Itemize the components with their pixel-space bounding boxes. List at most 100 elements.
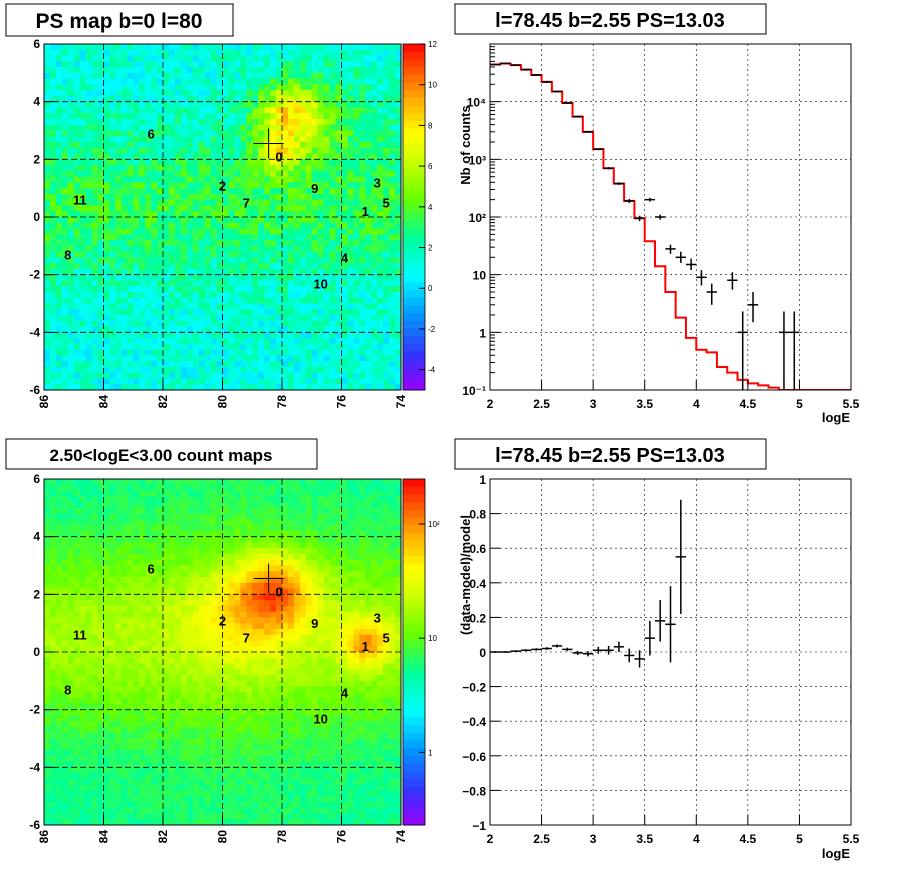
heatmap-cell (264, 44, 271, 51)
heatmap-cell (115, 211, 122, 218)
heatmap-cell (73, 496, 81, 503)
heatmap-cell (157, 107, 164, 114)
heatmap-cell (305, 366, 313, 374)
heatmap-cell (91, 525, 98, 532)
heatmap-cell (359, 113, 366, 120)
heatmap-cell (359, 496, 366, 503)
heatmap-cell (121, 507, 128, 514)
heatmap-cell (246, 205, 253, 212)
heatmap-cell (139, 326, 146, 333)
heatmap-cell (186, 582, 194, 589)
heatmap-cell (305, 211, 313, 218)
heatmap-cell (276, 286, 283, 293)
heatmap-cell (287, 309, 295, 316)
heatmap-cell (299, 361, 307, 368)
heatmap-cell (240, 170, 247, 178)
heatmap-cell (157, 228, 164, 235)
heatmap-cell (180, 355, 188, 362)
heatmap-cell (204, 55, 211, 62)
heatmap-cell (85, 513, 92, 520)
heatmap-cell (192, 193, 200, 201)
heatmap-cell (198, 571, 206, 578)
source-label-11: 11 (73, 193, 87, 208)
heatmap-cell (270, 320, 277, 327)
heatmap-cell (145, 95, 152, 103)
heatmap-cell (234, 240, 241, 247)
heatmap-cell (79, 107, 87, 114)
heatmap-cell (67, 268, 75, 276)
heatmap-cell (67, 234, 75, 241)
heatmap-cell (91, 118, 98, 126)
heatmap-cell (317, 44, 325, 51)
heatmap-cell (121, 193, 128, 201)
heatmap-cell (85, 222, 92, 229)
heatmap-cell (353, 113, 360, 120)
heatmap-cell (44, 49, 51, 56)
heatmap-cell (145, 502, 152, 509)
heatmap-cell (192, 165, 200, 172)
heatmap-cell (270, 113, 277, 120)
heatmap-cell (276, 268, 283, 276)
heatmap-cell (264, 263, 271, 270)
heatmap-cell (341, 217, 348, 224)
heatmap-cell (389, 118, 396, 126)
heatmap-cell (157, 309, 164, 316)
heatmap-cell (139, 101, 146, 108)
heatmap-cell (157, 44, 164, 51)
heatmap-cell (222, 142, 229, 149)
heatmap-cell (240, 542, 247, 549)
heatmap-cell (103, 263, 110, 270)
heatmap-cell (264, 257, 271, 264)
heatmap-cell (121, 84, 128, 91)
heatmap-cell (329, 372, 336, 379)
heatmap-cell (252, 355, 259, 362)
heatmap-cell (287, 228, 295, 235)
heatmap-cell (73, 245, 81, 252)
heatmap-cell (377, 297, 384, 304)
heatmap-cell (127, 153, 134, 160)
heatmap-cell (258, 245, 265, 252)
colorbar-label: 6 (428, 162, 433, 171)
heatmap-cell (347, 343, 354, 351)
heatmap-cell (234, 332, 241, 339)
heatmap-cell (329, 84, 336, 91)
heatmap-cell (163, 297, 170, 304)
heatmap-cell (145, 565, 152, 572)
heatmap-cell (389, 44, 396, 51)
heatmap-cell (121, 582, 128, 589)
heatmap-cell (145, 536, 152, 543)
heatmap-cell (371, 343, 378, 351)
heatmap-cell (163, 507, 170, 514)
heatmap-cell (299, 188, 307, 195)
heatmap-cell (67, 519, 75, 526)
heatmap-cell (222, 372, 229, 379)
heatmap-cell (49, 49, 57, 56)
heatmap-cell (270, 188, 277, 195)
heatmap-cell (341, 355, 348, 362)
heatmap-cell (216, 72, 223, 79)
heatmap-cell (222, 332, 229, 339)
heatmap-cell (293, 211, 301, 218)
heatmap-cell (270, 384, 277, 390)
heatmap-cell (85, 326, 92, 333)
heatmap-cell (305, 234, 313, 241)
heatmap-cell (395, 205, 401, 212)
heatmap-cell (85, 372, 92, 379)
heatmap-cell (145, 490, 152, 497)
y-tick-label: 6 (33, 37, 40, 51)
heatmap-cell (79, 44, 87, 51)
heatmap-cell (377, 211, 384, 218)
heatmap-cell (264, 136, 271, 143)
heatmap-cell (204, 251, 211, 258)
heatmap-cell (133, 355, 140, 362)
heatmap-cell (311, 170, 319, 178)
heatmap-cell (192, 55, 200, 62)
y-tick-label: -4 (29, 325, 40, 339)
heatmap-cell (293, 490, 301, 497)
heatmap-cell (163, 361, 170, 368)
heatmap-cell (323, 519, 330, 526)
heatmap-cell (133, 349, 140, 356)
heatmap-cell (192, 542, 200, 549)
count-map-heatmap (44, 479, 401, 825)
heatmap-cell (139, 234, 146, 241)
